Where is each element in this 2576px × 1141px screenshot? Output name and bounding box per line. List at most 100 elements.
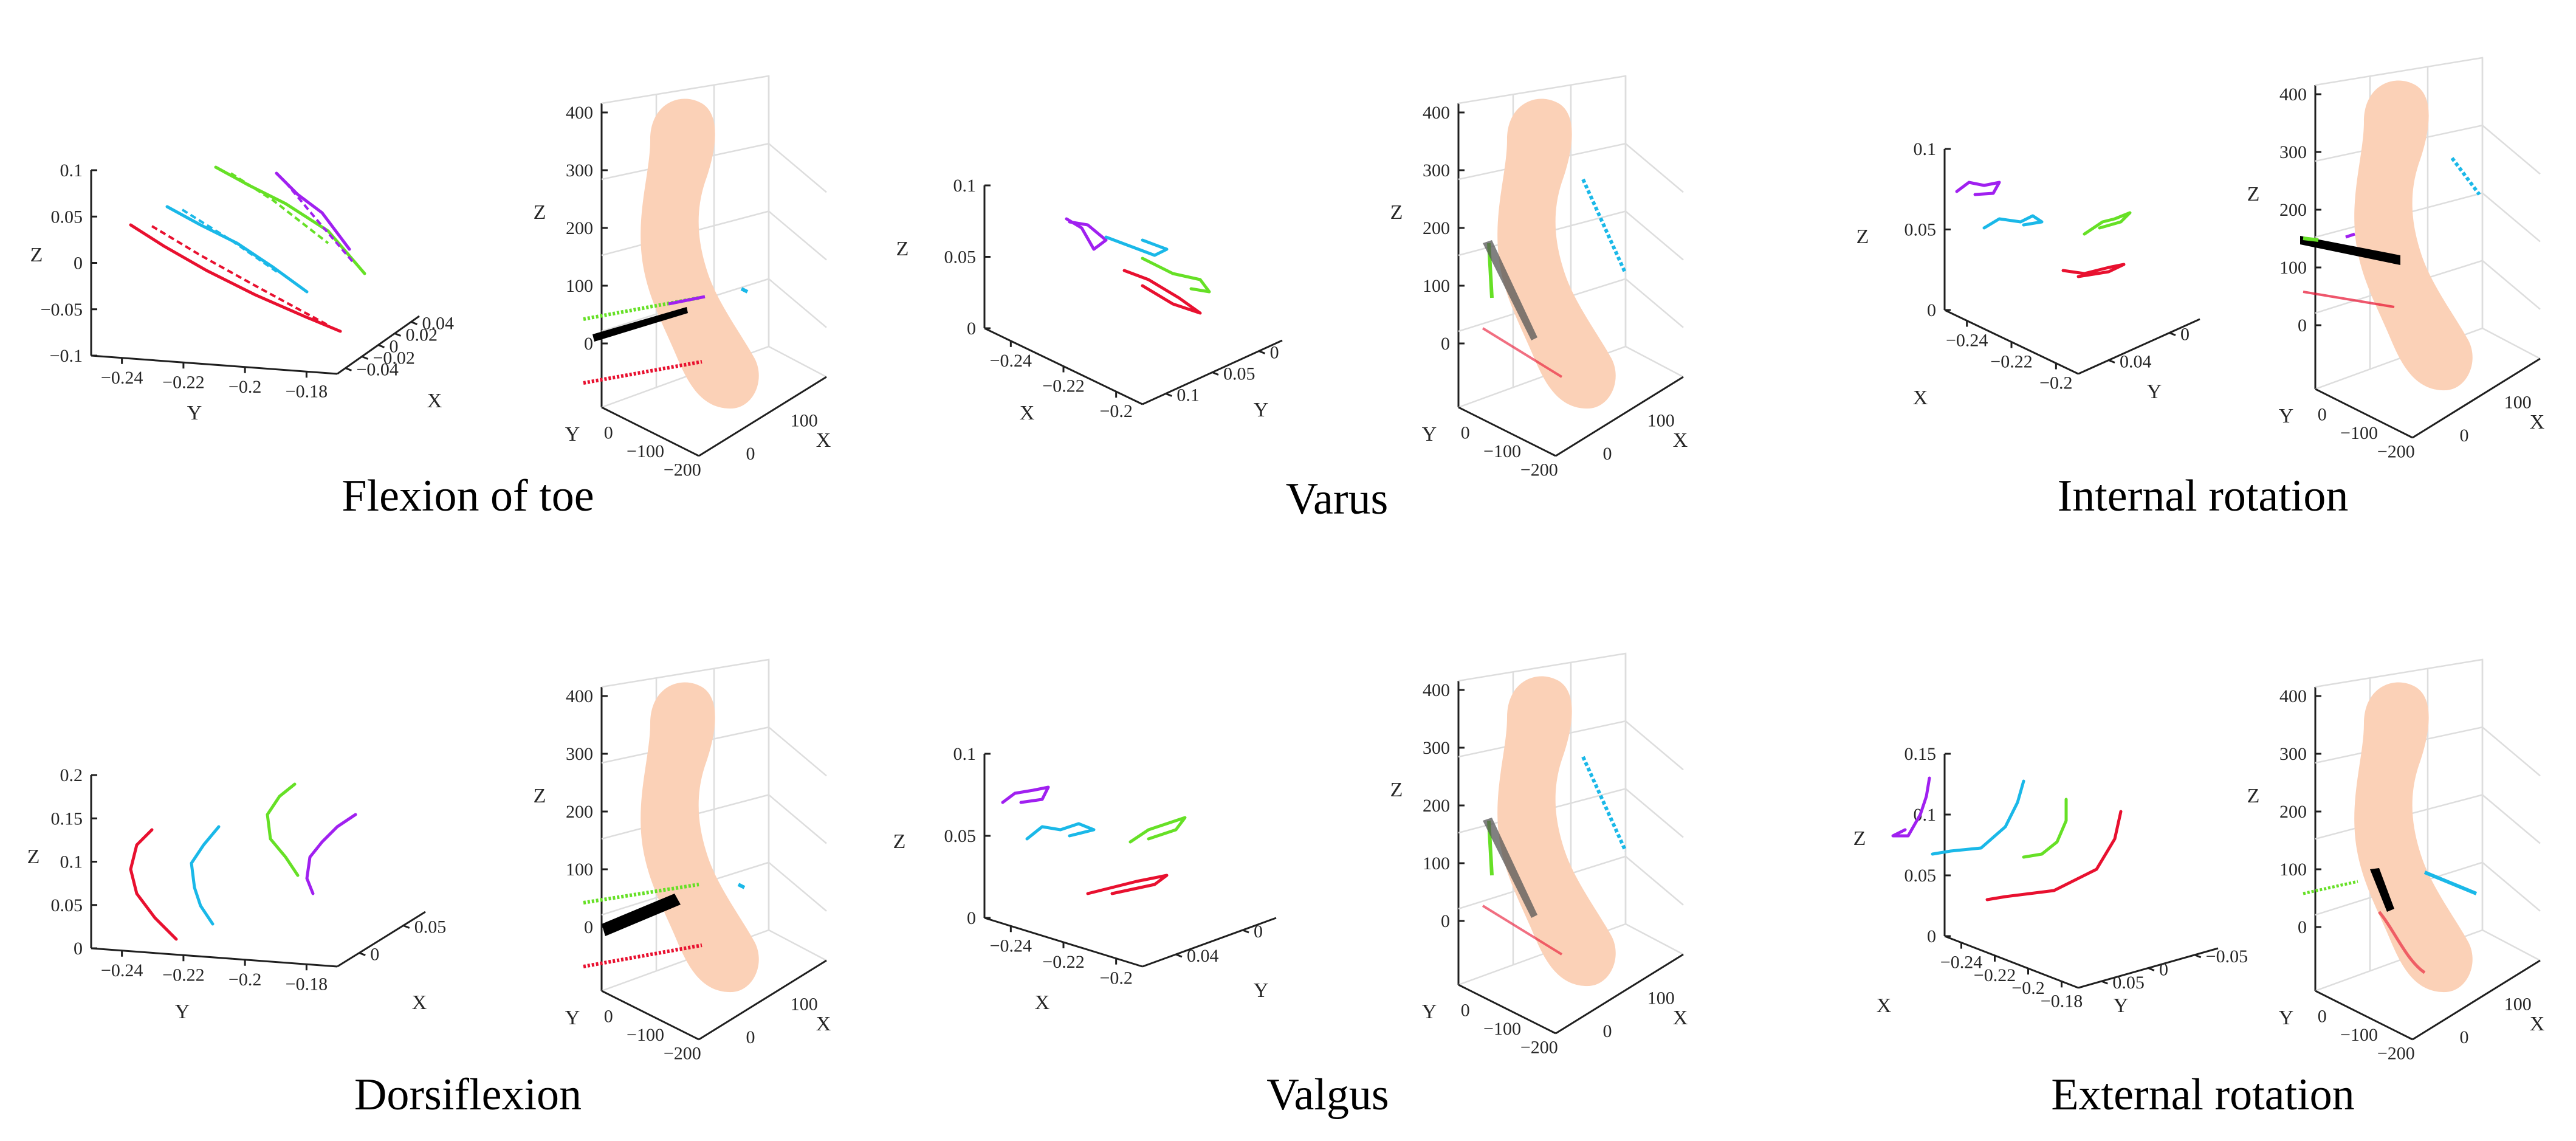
- z-tick-label: 400: [566, 686, 593, 706]
- z-tick-label: 300: [1423, 160, 1450, 181]
- grid-line: [768, 278, 827, 328]
- z-tick-label: 0.05: [1905, 220, 1937, 240]
- y-axis-line: [2315, 990, 2413, 1041]
- z-tick-label: 200: [2279, 802, 2307, 822]
- z-tick-label: 200: [1423, 218, 1450, 238]
- z-tick-label: 0.15: [51, 808, 83, 829]
- series-green-trajectory: [2083, 211, 2132, 236]
- x-tick-mark: [403, 925, 410, 929]
- series-red-trajectory: [2061, 263, 2126, 278]
- z-tick-label: 0: [967, 319, 976, 339]
- marker-red-trace: [583, 943, 702, 968]
- y-tick-label: −200: [2377, 441, 2415, 461]
- grid-line: [2482, 192, 2541, 243]
- series-red-trajectory: [129, 828, 178, 941]
- y-axis-line: [91, 354, 338, 375]
- z-axis-label: Z: [2247, 785, 2260, 807]
- series-cyan-trajectory: [1104, 235, 1169, 257]
- grid-line: [768, 794, 827, 844]
- grid-line: [1625, 720, 1684, 771]
- z-tick-label: 0.1: [953, 744, 977, 764]
- y-axis-label: Y: [1254, 979, 1269, 1002]
- grid-line: [768, 143, 827, 193]
- caption-3: Dorsiflexion: [354, 1070, 582, 1120]
- x-tick-label: 100: [1647, 988, 1675, 1008]
- x-tick-mark: [2169, 332, 2176, 336]
- x-tick-mark: [2194, 954, 2202, 959]
- z-tick-label: 300: [2279, 744, 2307, 764]
- z-tick-label: 0.1: [953, 176, 977, 196]
- x-tick-label: 100: [791, 410, 818, 430]
- z-tick-label: 200: [2279, 200, 2307, 220]
- series-green-trajectory: [214, 165, 366, 275]
- y-axis-label: Y: [175, 1001, 190, 1023]
- axis-plane: [1483, 818, 1537, 918]
- y-tick-label: −200: [1520, 460, 1558, 480]
- marker-cyan-trace: [2423, 870, 2478, 895]
- y-tick-label: 0: [2318, 1007, 2327, 1027]
- x-tick-mark: [361, 356, 369, 360]
- y-axis-label: Y: [565, 1007, 580, 1029]
- grid-line: [1625, 855, 1684, 906]
- x-tick-label: 0.05: [2112, 973, 2145, 993]
- z-axis-label: Z: [1390, 201, 1403, 224]
- x-tick-label: 0: [746, 1027, 755, 1047]
- z-tick-label: 400: [566, 103, 593, 123]
- z-axis-label: Z: [534, 201, 546, 224]
- z-tick-label: 0: [74, 253, 83, 274]
- x-axis-label: X: [816, 429, 831, 452]
- y-tick-label: −0.24: [101, 368, 143, 388]
- x-tick-label: 0.05: [1223, 364, 1255, 384]
- series-purple-trajectory: [1001, 785, 1050, 804]
- y-tick-label: −0.24: [990, 351, 1032, 371]
- y-axis-label: Y: [2279, 1007, 2294, 1029]
- z-tick-label: 200: [566, 802, 593, 822]
- x-axis-line: [1142, 917, 1277, 968]
- x-tick-mark: [1212, 371, 1219, 376]
- marker-cyan-trace: [1581, 178, 1627, 275]
- y-tick-label: −200: [664, 460, 701, 480]
- x-axis-label: X: [1673, 1007, 1688, 1029]
- z-tick-label: 100: [2279, 258, 2307, 278]
- z-tick-label: 100: [2279, 860, 2307, 880]
- z-tick-label: 100: [1423, 853, 1450, 874]
- z-axis-label: Z: [30, 244, 43, 266]
- y-axis-line: [1458, 984, 1556, 1035]
- x-tick-label: 0: [1603, 1021, 1612, 1041]
- grid-line: [1625, 278, 1684, 328]
- y-tick-label: −0.22: [1990, 352, 2032, 372]
- grid-line: [768, 726, 827, 777]
- y-tick-label: 0: [2318, 405, 2327, 425]
- z-tick-label: 0: [1927, 926, 1936, 946]
- x-axis-line: [1555, 953, 1684, 1035]
- y-tick-label: −0.2: [228, 970, 261, 990]
- caption-4: Valgus: [1266, 1070, 1389, 1120]
- z-tick-label: 0.05: [1905, 866, 1937, 886]
- x-tick-label: 100: [2504, 994, 2532, 1014]
- z-tick-label: 300: [2279, 142, 2307, 162]
- z-tick-label: 100: [566, 860, 593, 880]
- z-tick-label: 300: [566, 744, 593, 764]
- y-tick-label: 0: [604, 423, 613, 443]
- y-tick-label: 0: [1461, 1001, 1470, 1021]
- z-tick-label: 200: [1423, 796, 1450, 816]
- series-purple-trajectory-return: [284, 181, 354, 263]
- x-axis-label: X: [1020, 402, 1035, 424]
- z-tick-label: 0: [2298, 315, 2307, 336]
- foot-silhouette: [2354, 80, 2473, 391]
- y-tick-label: −0.22: [1974, 965, 2016, 985]
- series-purple-trajectory: [1891, 776, 1931, 838]
- z-tick-label: 0: [584, 334, 593, 354]
- series-green-trajectory: [1141, 257, 1211, 294]
- marker-red-trace: [583, 360, 702, 385]
- z-tick-label: 0: [1927, 300, 1936, 320]
- marker-purple-trace: [2345, 232, 2355, 239]
- x-axis-line: [2412, 959, 2541, 1041]
- foot-silhouette: [1497, 676, 1616, 987]
- x-axis-label: X: [2530, 1013, 2545, 1035]
- series-purple-trajectory: [1955, 181, 2001, 196]
- series-green-trajectory: [1128, 816, 1187, 844]
- z-tick-label: 0.05: [944, 826, 977, 846]
